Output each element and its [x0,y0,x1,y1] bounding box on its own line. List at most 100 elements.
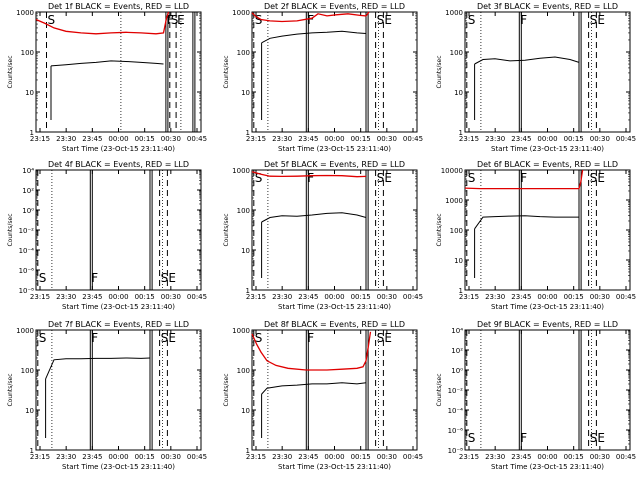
y-tick-label: 10 [241,407,250,415]
y-tick-label: 10 [241,89,250,97]
panel-title: Det 8f BLACK = Events, RED = LLD [264,320,405,329]
x-axis-title: Start Time (23-Oct-15 23:11:40) [278,463,391,471]
plot-frame [251,169,418,291]
marker-label-f: F [307,331,314,345]
panel-title: Det 1f BLACK = Events, RED = LLD [48,2,189,11]
y-tick-label: 1000 [16,327,34,335]
x-tick-label: 23:30 [272,453,292,461]
x-tick-label: 00:45 [187,453,207,461]
marker-label-s: S [161,331,169,345]
x-tick-label: 23:45 [298,453,318,461]
series-events-line [45,357,151,380]
series-events-line [50,60,164,67]
x-tick-label: 00:45 [616,293,636,301]
y-tick-label: 10⁻² [19,227,35,235]
panel-title: Det 4f BLACK = Events, RED = LLD [48,160,189,169]
marker-label-e: E [384,13,392,27]
series-lld-line [251,171,367,178]
y-tick-label: 10⁻⁶ [448,427,464,435]
y-tick-label: 10⁴ [22,167,34,175]
x-tick-label: 23:45 [298,293,318,301]
marker-label-e: E [597,171,605,185]
series-events-line [261,30,367,44]
x-tick-label: 00:30 [161,453,181,461]
x-tick-label: 00:30 [161,135,181,143]
panel-det-4: Det 4f BLACK = Events, RED = LLD 10⁻⁸ 10⁻⁶… [7,160,207,311]
panel-title: Det 3f BLACK = Events, RED = LLD [477,2,618,11]
x-tick-label: 23:30 [272,135,292,143]
y-axis-title: Counts/sec [7,55,14,88]
y-axis-title: Counts/sec [436,373,443,406]
y-tick-label: 10 [25,407,34,415]
panel-det-8: Det 8f BLACK = Events, RED = LLD 1 10 100 10… [223,320,423,471]
x-tick-label: 00:00 [537,135,557,143]
y-tick-label: 1000 [445,9,463,17]
x-tick-label: 00:00 [324,135,344,143]
x-tick-label: 00:45 [187,293,207,301]
y-tick-label: 10⁻⁶ [19,267,35,275]
y-tick-label: 10² [22,187,34,195]
marker-label-s: S [377,171,385,185]
x-tick-label: 23:15 [30,135,50,143]
y-tick-label: 100 [237,207,250,215]
marker-label-f: F [167,13,174,27]
x-axis-title: Start Time (23-Oct-15 23:11:40) [62,303,175,311]
x-tick-label: 23:30 [485,453,505,461]
x-tick-label: 00:45 [403,293,423,301]
x-tick-label: 00:45 [403,135,423,143]
series-events-line [474,215,579,230]
x-tick-label: 23:30 [485,135,505,143]
panel-det-7: Det 7f BLACK = Events, RED = LLD 1 10 100 10… [7,320,207,471]
x-tick-label: 23:15 [246,135,266,143]
marker-label-f: F [307,13,314,27]
x-tick-label: 23:30 [56,293,76,301]
x-axis-title: Start Time (23-Oct-15 23:11:40) [62,463,175,471]
x-tick-label: 00:30 [590,453,610,461]
marker-label-e: E [597,13,605,27]
plot-frame [35,169,202,291]
series-lld-line [35,11,170,35]
x-tick-label: 00:00 [324,293,344,301]
y-tick-label: 1 [30,129,34,137]
x-tick-label: 00:30 [377,453,397,461]
marker-label-s: S [590,13,598,27]
marker-label-s: S [171,13,179,27]
y-tick-label: 1 [30,447,34,455]
series-lld-line [251,11,370,23]
x-tick-label: 23:30 [272,293,292,301]
x-axis-title: Start Time (23-Oct-15 23:11:40) [278,303,391,311]
y-axis-title: Counts/sec [436,213,443,246]
x-tick-label: 00:00 [324,453,344,461]
marker-label-s: S [39,271,47,285]
x-tick-label: 00:00 [108,293,128,301]
x-tick-label: 00:30 [377,293,397,301]
marker-label-s: S [48,13,56,27]
x-tick-label: 00:15 [351,135,371,143]
x-axis-title: Start Time (23-Oct-15 23:11:40) [491,463,604,471]
y-axis-title: Counts/sec [223,373,230,406]
x-tick-label: 23:15 [246,293,266,301]
y-tick-label: 10⁻⁴ [19,247,35,255]
marker-label-s: S [468,431,476,445]
x-tick-label: 23:45 [511,293,531,301]
y-axis-title: Counts/sec [7,213,14,246]
x-tick-label: 00:15 [564,293,584,301]
x-tick-label: 23:15 [459,135,479,143]
marker-label-e: E [168,331,176,345]
y-tick-label: 10 [454,257,463,265]
y-tick-label: 100 [450,49,463,57]
panel-det-3: Det 3f BLACK = Events, RED = LLD 1 10 100 10… [436,2,636,153]
marker-label-f: F [520,171,527,185]
y-tick-label: 10² [451,347,463,355]
x-tick-label: 00:15 [351,453,371,461]
marker-label-f: F [91,331,98,345]
x-tick-label: 23:45 [82,293,102,301]
y-tick-label: 10⁻² [448,387,464,395]
y-tick-label: 100 [450,227,463,235]
x-tick-label: 23:45 [82,135,102,143]
x-tick-label: 23:15 [30,293,50,301]
plot-frame [251,329,418,451]
x-tick-label: 00:45 [616,135,636,143]
x-tick-label: 23:30 [56,135,76,143]
